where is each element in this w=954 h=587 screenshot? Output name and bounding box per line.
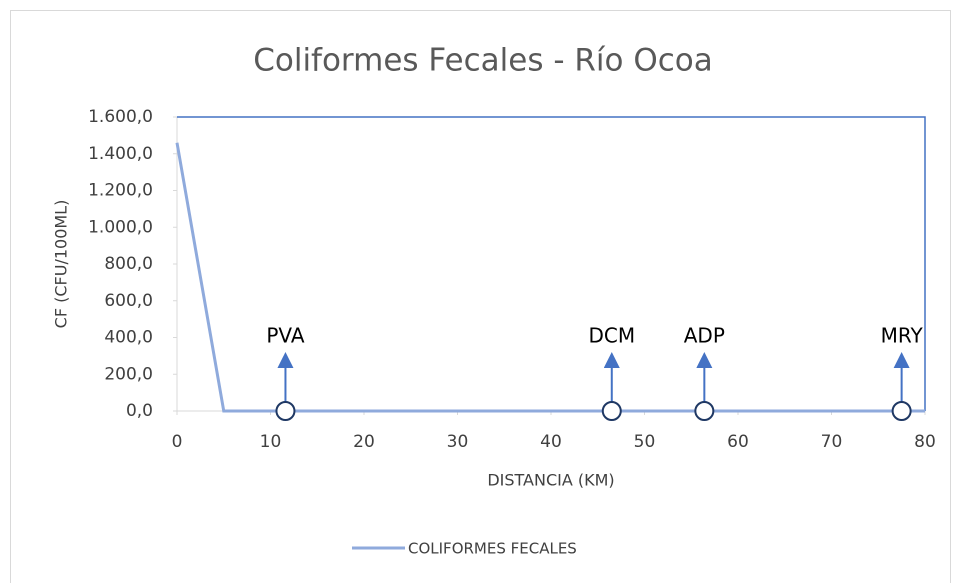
x-tick-label: 50 [634,432,656,452]
y-tick-label: 400,0 [104,328,153,348]
annotation-marker [275,401,296,421]
y-tick-label: 1.400,0 [88,144,153,164]
chart-border [10,10,951,587]
data-line [175,142,925,413]
annotation-label: PVA [266,324,304,348]
x-tick-label: 40 [540,432,562,452]
x-axis-label: DISTANCIA (KM) [487,471,614,490]
chart-title: Coliformes Fecales - Río Ocoa [253,43,713,79]
annotation-label: MRY [881,324,924,348]
y-tick-label: 1.200,0 [88,181,153,201]
annotation-marker [891,401,912,421]
y-tick-label: 600,0 [104,291,153,311]
y-tick-label: 0,0 [126,401,153,421]
x-tick-label: 10 [260,432,282,452]
y-tick-label: 1.000,0 [88,217,153,237]
annotation-label: DCM [588,324,635,348]
legend-label: COLIFORMES FECALES [408,540,577,558]
annotation-marker [694,401,715,421]
x-tick-label: 30 [447,432,469,452]
annotation-marker [601,401,622,421]
x-tick-label: 0 [172,432,183,452]
x-tick-label: 60 [727,432,749,452]
plot-frame [177,116,926,411]
y-tick-label: 1.600,0 [88,107,153,127]
annotation-label: ADP [684,324,725,348]
y-axis-label: CF (CFU/100ML) [52,200,71,329]
y-tick-label: 200,0 [104,364,153,384]
x-tick-label: 70 [821,432,843,452]
x-tick-label: 80 [914,432,936,452]
y-tick-label: 800,0 [104,254,153,274]
x-tick-label: 20 [353,432,375,452]
